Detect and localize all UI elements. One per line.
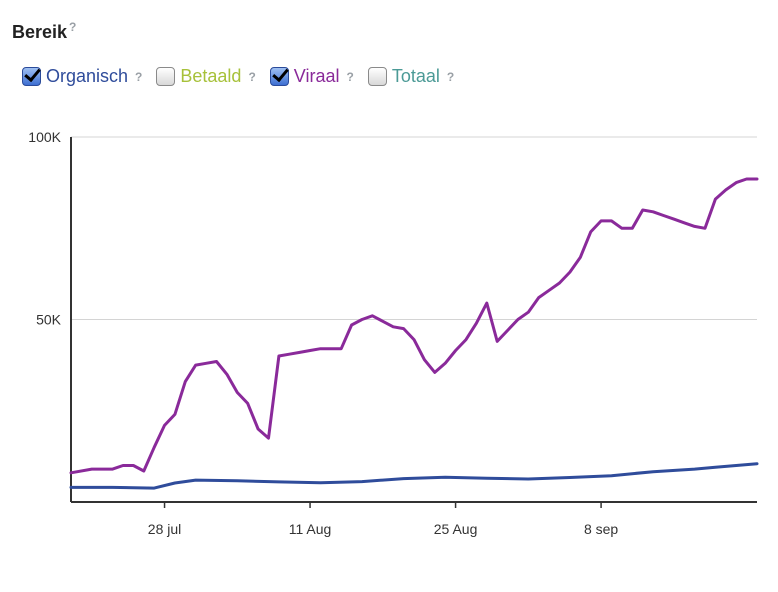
series-line-organisch xyxy=(69,462,759,490)
series-lines xyxy=(69,177,759,490)
legend-item-organisch[interactable]: Organisch? xyxy=(22,66,142,87)
line-chart: 100K 50K 28 jul 11 Aug 25 Aug 8 sep xyxy=(28,129,759,537)
checkbox-totaal[interactable] xyxy=(367,67,387,86)
help-icon[interactable]: ? xyxy=(135,69,143,84)
legend-label-organisch: Organisch xyxy=(46,66,129,86)
legend-label-totaal: Totaal xyxy=(391,66,440,86)
help-icon[interactable]: ? xyxy=(446,69,455,84)
checkbox-betaald[interactable] xyxy=(156,67,176,86)
x-tick-label: 28 jul xyxy=(148,521,181,537)
y-axis-ticks: 100K 50K xyxy=(28,129,61,328)
legend-item-totaal[interactable]: Totaal? xyxy=(367,66,455,87)
help-icon[interactable]: ? xyxy=(346,69,354,84)
legend-item-betaald[interactable]: Betaald? xyxy=(156,66,256,87)
legend: Organisch? Betaald? Viraal? Totaal? xyxy=(22,66,454,87)
axes xyxy=(70,137,757,503)
help-icon[interactable]: ? xyxy=(69,20,77,34)
x-tick-label: 11 Aug xyxy=(289,521,332,537)
checkbox-viraal[interactable] xyxy=(269,67,289,86)
x-tick-label: 25 Aug xyxy=(434,521,478,537)
help-icon[interactable]: ? xyxy=(248,69,256,84)
series-line-viraal xyxy=(69,177,759,475)
legend-label-betaald: Betaald xyxy=(180,66,242,86)
checkbox-organisch[interactable] xyxy=(22,67,41,86)
legend-item-viraal[interactable]: Viraal? xyxy=(269,66,354,87)
y-tick-label: 50K xyxy=(36,312,62,328)
chart-title-text: Bereik xyxy=(12,22,68,42)
grid-lines xyxy=(71,136,757,320)
chart-title: Bereik? xyxy=(12,20,76,43)
y-tick-label: 100K xyxy=(28,129,61,145)
legend-label-viraal: Viraal xyxy=(293,66,340,86)
x-axis-ticks: 28 jul 11 Aug 25 Aug 8 sep xyxy=(148,502,618,537)
x-tick-label: 8 sep xyxy=(584,521,618,537)
